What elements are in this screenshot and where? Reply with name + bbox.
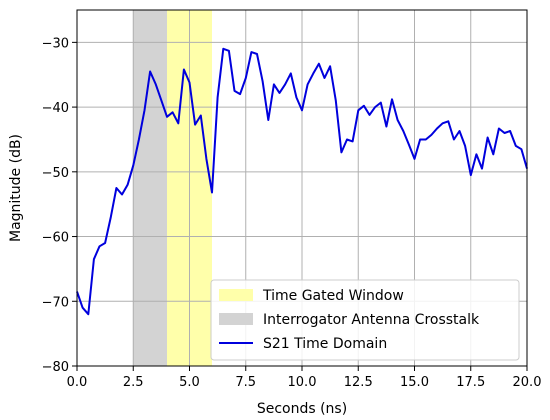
- legend-label-time-gated-window: Time Gated Window: [262, 288, 404, 304]
- series-line-s21: [76, 47, 528, 316]
- x-tick-label-1: 2.5: [123, 375, 144, 390]
- x-axis-label: Seconds (ns): [257, 401, 347, 417]
- y-tick-label-1: −70: [42, 295, 69, 310]
- legend-swatch-crosstalk: [219, 313, 253, 325]
- legend-box: [210, 279, 520, 361]
- x-tick-label-0: 0.0: [67, 375, 88, 390]
- series-layer: [76, 47, 528, 316]
- x-tick-label-7: 17.5: [456, 375, 485, 390]
- y-tick-label-0: −80: [42, 360, 69, 375]
- x-tick-label-2: 5.0: [179, 375, 200, 390]
- legend: Time Gated Window Interrogator Antenna C…: [210, 279, 520, 361]
- y-tick-label-2: −60: [42, 231, 69, 246]
- y-tick-label-4: −40: [42, 101, 69, 116]
- legend-swatch-time-gated-window: [219, 289, 253, 301]
- x-tick-label-8: 20.0: [513, 375, 542, 390]
- x-tick-label-5: 12.5: [344, 375, 373, 390]
- axis-ticks: 0.0 2.5 5.0 7.5 10.0 12.5 15.0 17.5 20.0 −80 −70 −6…: [42, 36, 542, 390]
- legend-label-s21: S21 Time Domain: [263, 336, 387, 352]
- legend-label-crosstalk: Interrogator Antenna Crosstalk: [263, 312, 480, 328]
- x-tick-label-6: 15.0: [400, 375, 429, 390]
- y-axis-label: Magnitude (dB): [8, 134, 24, 242]
- x-tick-label-3: 7.5: [235, 375, 256, 390]
- highlight-bands: [133, 10, 212, 366]
- y-tick-label-5: −30: [42, 36, 69, 51]
- x-tick-label-4: 10.0: [288, 375, 317, 390]
- band-1: [133, 10, 167, 366]
- y-tick-label-3: −50: [42, 166, 69, 181]
